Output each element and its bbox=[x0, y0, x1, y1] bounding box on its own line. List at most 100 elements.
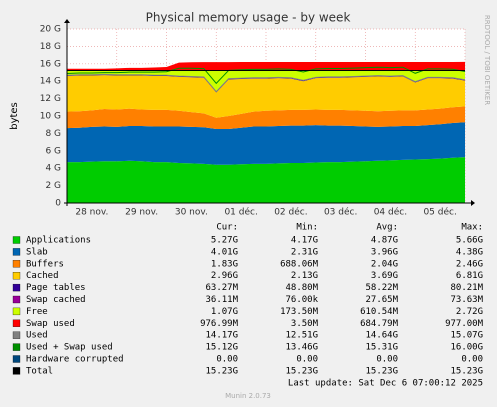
legend-stat: 2.13G bbox=[291, 271, 318, 281]
legend-label: Slab bbox=[26, 247, 48, 257]
x-tick-label: 04 déc. bbox=[374, 207, 407, 218]
legend-stat: 5.27G bbox=[211, 236, 238, 246]
legend-stat: 4.87G bbox=[371, 236, 398, 246]
legend-stat: 58.22M bbox=[365, 283, 398, 293]
area bbox=[67, 106, 465, 130]
legend-stat: 684.79M bbox=[360, 319, 399, 329]
line bbox=[66, 66, 466, 85]
legend-header: Min: bbox=[296, 223, 318, 233]
legend-stat: 15.23G bbox=[205, 366, 238, 376]
x-arrow bbox=[471, 200, 475, 206]
x-tick-label: 02 déc. bbox=[274, 207, 307, 218]
legend-label: Used + Swap used bbox=[26, 343, 113, 353]
legend-swatch bbox=[12, 260, 21, 268]
legend-stat: 48.80M bbox=[285, 283, 318, 293]
x-tick-label: 05 déc. bbox=[423, 207, 456, 218]
legend-label: Applications bbox=[26, 236, 91, 246]
legend-stat: 0.00 bbox=[296, 355, 318, 365]
legend-stat: 4.01G bbox=[211, 247, 238, 257]
legend-header: Max: bbox=[461, 223, 483, 233]
x-tick-label: 29 nov. bbox=[125, 208, 158, 218]
x-tick-label: 30 nov. bbox=[175, 208, 208, 218]
legend-header: Cur: bbox=[216, 223, 238, 233]
legend-stat: 610.54M bbox=[360, 307, 399, 317]
area bbox=[67, 75, 465, 118]
legend-stat: 15.23G bbox=[450, 366, 483, 376]
legend-header: Avg: bbox=[376, 223, 398, 233]
legend-label: Swap cached bbox=[26, 295, 86, 305]
legend-swatch bbox=[12, 343, 21, 351]
legend-stat: 14.17G bbox=[205, 331, 238, 341]
legend-stat: 2.72G bbox=[456, 307, 483, 317]
legend-stat: 2.96G bbox=[211, 271, 238, 281]
legend-stat: 2.31G bbox=[291, 247, 318, 257]
legend-swatch bbox=[12, 367, 21, 375]
line bbox=[66, 73, 466, 93]
legend-swatch bbox=[12, 283, 21, 292]
legend-stat: 4.38G bbox=[456, 247, 483, 257]
footer: Last update: Sat Dec 6 07:00:12 2025 bbox=[288, 379, 483, 389]
legend-stat: 80.21M bbox=[450, 283, 483, 293]
legend-stat: 15.07G bbox=[450, 331, 483, 341]
legend-stat: 0.00 bbox=[376, 355, 398, 365]
y-tick-label: 6 G bbox=[45, 146, 61, 156]
legend-stat: 1.07G bbox=[211, 307, 238, 317]
x-tick-label: 01 déc. bbox=[224, 207, 257, 218]
x-tick-label: 03 déc. bbox=[324, 207, 357, 218]
legend-label: Hardware corrupted bbox=[26, 355, 124, 365]
version: Munin 2.0.73 bbox=[225, 392, 271, 400]
legend-swatch bbox=[12, 295, 21, 304]
y-tick-label: 20 G bbox=[40, 25, 61, 35]
y-tick-label: 10 G bbox=[40, 112, 61, 122]
legend-label: Cached bbox=[26, 271, 59, 281]
legend-stat: 2.04G bbox=[371, 259, 398, 269]
legend-stat: 14.64G bbox=[365, 331, 398, 341]
y-tick-label: 2 G bbox=[45, 181, 61, 191]
legend-stat: 3.96G bbox=[371, 247, 398, 257]
legend-label: Free bbox=[26, 307, 48, 317]
legend-stat: 2.46G bbox=[456, 259, 483, 269]
legend-stat: 15.31G bbox=[365, 343, 398, 353]
legend-stat: 6.81G bbox=[456, 271, 483, 281]
legend-stat: 73.63M bbox=[450, 295, 483, 305]
area bbox=[67, 61, 465, 71]
area bbox=[67, 157, 465, 203]
legend-stat: 173.50M bbox=[280, 307, 319, 317]
legend-stat: 63.27M bbox=[205, 283, 238, 293]
y-tick-label: 8 G bbox=[45, 129, 61, 139]
y-tick-label: 12 G bbox=[40, 94, 61, 104]
legend-swatch bbox=[12, 355, 21, 363]
legend-swatch bbox=[12, 331, 21, 339]
legend-swatch bbox=[12, 272, 21, 280]
legend-stat: 0.00 bbox=[216, 355, 238, 365]
legend-stat: 13.46G bbox=[285, 343, 318, 353]
y-tick-label: 18 G bbox=[40, 42, 61, 52]
y-tick-label: 4 G bbox=[45, 164, 61, 174]
y-arrow bbox=[64, 19, 70, 23]
legend-stat: 12.51G bbox=[285, 331, 318, 341]
y-axis-label: bytes bbox=[9, 102, 20, 130]
legend-stat: 76.00k bbox=[285, 295, 318, 305]
chart-title: Physical memory usage - by week bbox=[146, 11, 351, 25]
legend-stat: 27.65M bbox=[365, 295, 398, 305]
legend-label: Total bbox=[26, 366, 53, 376]
x-tick-label: 28 nov. bbox=[75, 208, 108, 218]
legend-stat: 3.69G bbox=[371, 271, 398, 281]
y-tick-label: 14 G bbox=[40, 77, 61, 87]
area bbox=[67, 122, 465, 165]
legend-swatch bbox=[12, 319, 21, 327]
legend-stat: 4.17G bbox=[291, 236, 318, 246]
legend-stat: 36.11M bbox=[205, 295, 238, 305]
legend-label: Buffers bbox=[26, 259, 64, 269]
y-tick-label: 0 bbox=[55, 199, 61, 209]
legend-stat: 976.99M bbox=[200, 319, 239, 329]
legend-swatch bbox=[12, 236, 21, 244]
legend-stat: 0.00 bbox=[461, 355, 483, 365]
legend-label: Used bbox=[26, 331, 48, 341]
legend-stat: 15.23G bbox=[365, 366, 398, 376]
side-text: RRDTOOL / TOBI OETIKER bbox=[483, 15, 491, 105]
legend-stat: 688.06M bbox=[280, 259, 319, 269]
legend-stat: 977.00M bbox=[445, 319, 484, 329]
legend-stat: 3.50M bbox=[291, 319, 319, 329]
